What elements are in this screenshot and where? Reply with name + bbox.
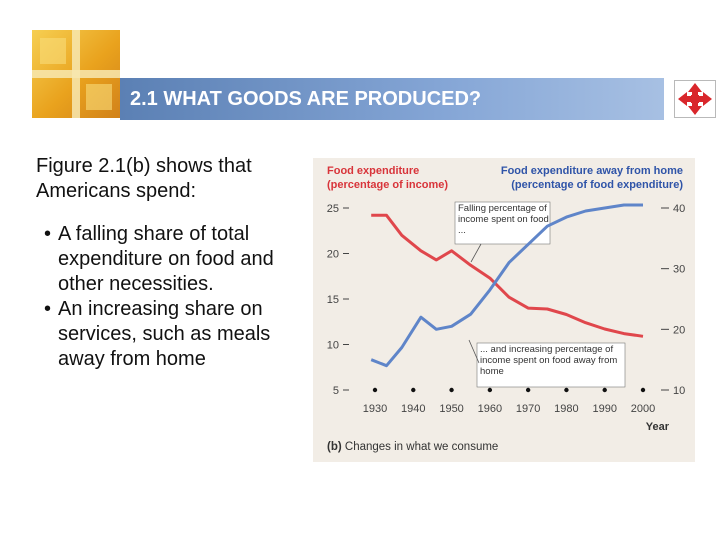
- x-tick-dot: [640, 387, 646, 393]
- bullet-text: A falling share of total expenditure on …: [58, 223, 274, 295]
- bullet-marker: •: [44, 298, 52, 320]
- annotation-text: ... and increasing percentage of income …: [480, 344, 618, 377]
- x-tick-dot: [564, 387, 569, 393]
- x-tick-label: 1970: [516, 403, 540, 415]
- x-tick-dot: [602, 387, 607, 393]
- annotation-increasing-share: ... and increasing percentage of income …: [468, 339, 626, 388]
- bullet-marker: •: [44, 223, 52, 245]
- bullet-item: • A falling share of total expenditure o…: [36, 222, 311, 297]
- caption-prefix: (b): [327, 441, 342, 453]
- x-tick-label: 1940: [401, 403, 425, 415]
- title-bar: [120, 78, 664, 120]
- chart-panel: Food expenditure (percentage of income) …: [313, 158, 695, 462]
- caption-text: Changes in what we consume: [345, 441, 498, 453]
- left-tick-label: 10: [327, 340, 339, 352]
- right-tick-label: 40: [673, 203, 685, 215]
- right-axis-label: Food expenditure away from home: [501, 165, 683, 177]
- series-line-food-away-from-home: [370, 203, 643, 368]
- x-tick-dot: [372, 387, 378, 393]
- chart-caption: (b) Changes in what we consume: [327, 441, 498, 453]
- navigation-button[interactable]: [674, 80, 716, 118]
- left-axis-sublabel: (percentage of income): [327, 179, 448, 191]
- right-tick-label: 20: [673, 324, 685, 336]
- x-tick-label: 1930: [363, 403, 387, 415]
- left-axis-label: Food expenditure: [327, 165, 419, 177]
- logo-graphic: [32, 30, 120, 118]
- x-tick-dot: [525, 387, 531, 393]
- x-tick-dot: [449, 387, 454, 393]
- x-tick-label: 1990: [592, 403, 616, 415]
- x-tick-label: 1980: [554, 403, 578, 415]
- right-axis-sublabel: (percentage of food expenditure): [511, 179, 683, 191]
- intro-text: Figure 2.1(b) shows that Americans spend…: [36, 155, 252, 202]
- left-tick-label: 25: [327, 203, 339, 215]
- left-tick-label: 15: [327, 294, 339, 306]
- x-tick-label: 1950: [439, 403, 463, 415]
- right-tick-label: 30: [673, 264, 685, 276]
- x-tick-dot: [411, 387, 416, 393]
- compass-arrows-icon: [678, 83, 712, 115]
- bullet-item: • An increasing share on services, such …: [36, 297, 311, 372]
- line-chart: Food expenditure (percentage of income) …: [327, 165, 686, 453]
- left-tick-label: 20: [327, 249, 339, 261]
- page-title: 2.1 WHAT GOODS ARE PRODUCED?: [130, 88, 482, 110]
- x-axis-label: Year: [646, 421, 670, 433]
- series-line-food-expenditure: [371, 213, 644, 338]
- text-content: Figure 2.1(b) shows that Americans spend…: [36, 154, 311, 372]
- x-tick-label: 1960: [478, 403, 502, 415]
- left-tick-label: 5: [333, 385, 339, 397]
- x-tick-label: 2000: [631, 403, 655, 415]
- bullet-list: • A falling share of total expenditure o…: [36, 222, 311, 372]
- right-tick-label: 10: [673, 385, 685, 397]
- x-tick-dot: [487, 387, 493, 393]
- bullet-text: An increasing share on services, such as…: [58, 298, 271, 370]
- annotation-text: Falling percentage of income spent on fo…: [458, 203, 549, 236]
- annotation-falling-share: Falling percentage of income spent on fo…: [454, 201, 551, 263]
